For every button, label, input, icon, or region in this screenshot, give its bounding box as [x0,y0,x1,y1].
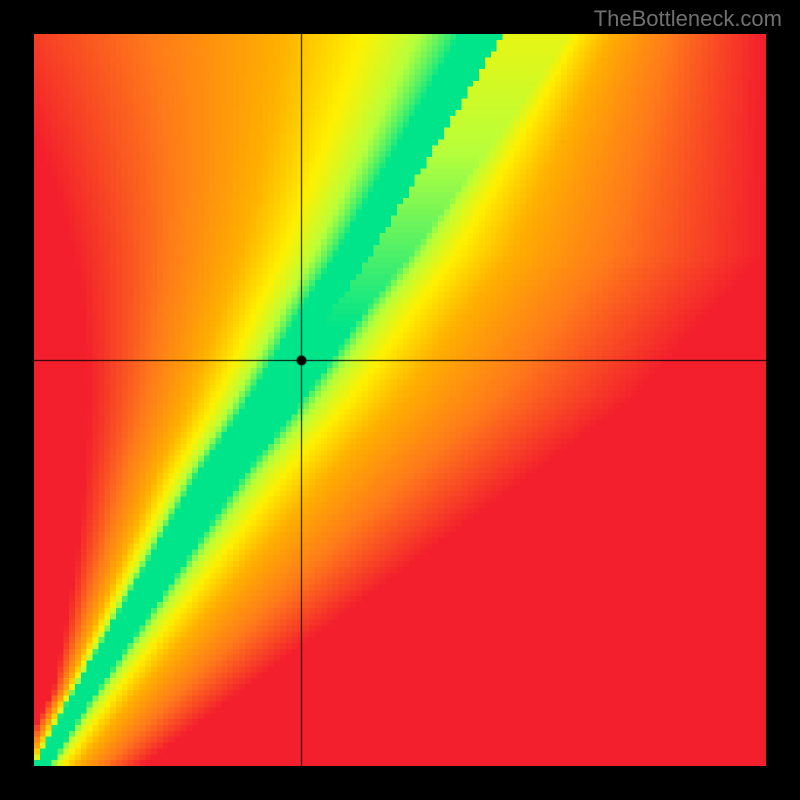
crosshair-overlay [34,34,766,766]
watermark-text: TheBottleneck.com [594,6,782,32]
chart-container: TheBottleneck.com [0,0,800,800]
